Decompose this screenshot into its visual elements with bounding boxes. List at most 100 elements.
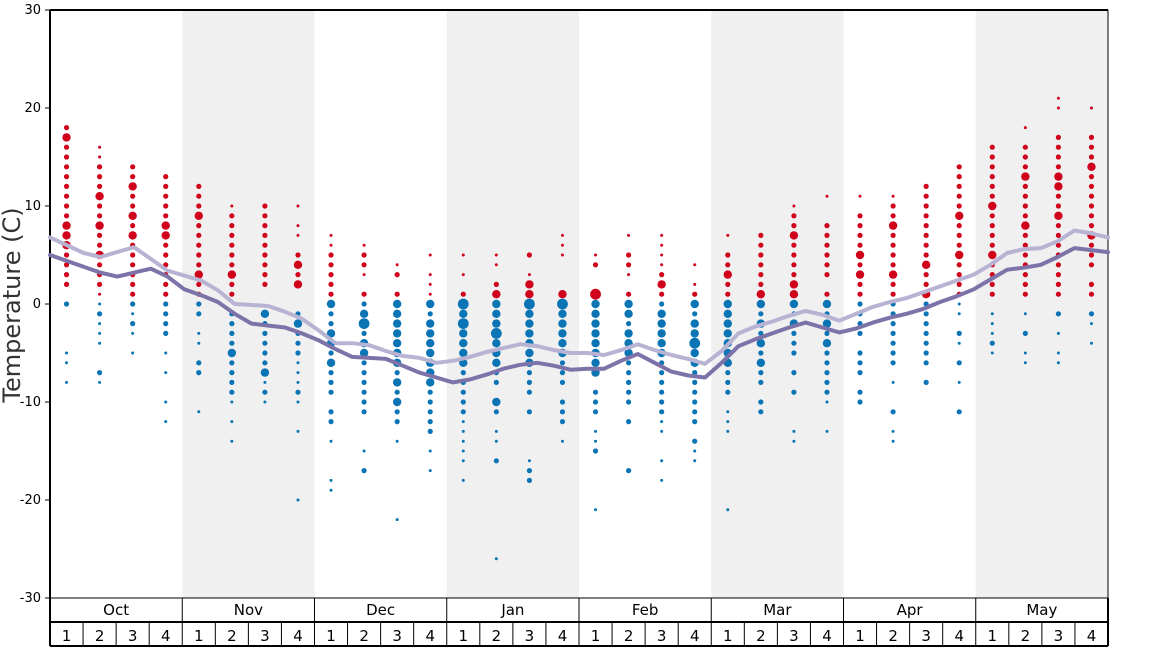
temperature-dot [361, 360, 367, 366]
temperature-dot [693, 282, 697, 286]
temperature-dot [164, 351, 168, 355]
temperature-dot [693, 263, 697, 267]
temperature-dot [988, 201, 997, 211]
temperature-dot [394, 272, 400, 278]
temperature-dot [625, 399, 632, 405]
temperature-dot [525, 280, 534, 289]
temperature-dot [526, 370, 533, 376]
temperature-dot [163, 301, 169, 307]
temperature-dot [295, 350, 301, 356]
week-label: 2 [1021, 627, 1031, 645]
temperature-dot [1055, 311, 1062, 317]
temperature-dot [957, 312, 961, 316]
temperature-dot [857, 242, 863, 248]
temperature-dot [1088, 213, 1095, 219]
temperature-dot [923, 340, 929, 346]
temperature-dot [692, 419, 698, 425]
temperature-dot [988, 250, 997, 260]
temperature-dot [392, 329, 402, 338]
temperature-dot [723, 309, 732, 318]
temperature-dot [492, 397, 501, 407]
temperature-dot [857, 350, 863, 356]
temperature-dot [824, 262, 830, 268]
temperature-dot [461, 439, 465, 443]
temperature-dot [130, 301, 136, 307]
temperature-dot [923, 183, 929, 189]
temperature-dot [693, 459, 697, 463]
temperature-dot [459, 309, 468, 318]
temperature-dot [890, 242, 896, 248]
temperature-dot [923, 281, 929, 287]
temperature-dot [262, 272, 268, 278]
temperature-dot [558, 329, 567, 338]
week-label: 1 [855, 627, 865, 645]
temperature-dot [855, 270, 865, 279]
temperature-dot [1056, 106, 1060, 110]
temperature-dot [825, 400, 829, 404]
temperature-dot [692, 389, 698, 395]
temperature-dot [890, 340, 896, 346]
temperature-dot [361, 370, 367, 376]
month-label: Jan [500, 601, 524, 619]
temperature-dot [594, 439, 598, 443]
temperature-dot [659, 301, 665, 307]
temperature-dot [98, 145, 102, 149]
temperature-dot [758, 232, 764, 238]
temperature-dot [130, 281, 136, 287]
temperature-dot [692, 291, 698, 297]
week-label: 2 [756, 627, 766, 645]
temperature-dot [789, 231, 799, 240]
temperature-dot [923, 232, 929, 238]
temperature-dot [229, 252, 235, 258]
temperature-dot [690, 329, 699, 338]
temperature-dot [459, 329, 468, 338]
temperature-dot [789, 299, 799, 309]
temperature-dot [890, 291, 896, 297]
temperature-dot [792, 429, 796, 433]
temperature-dot [98, 380, 102, 384]
temperature-dot [956, 281, 962, 287]
temperature-dot [1054, 172, 1063, 181]
temperature-dot [361, 301, 367, 307]
temperature-dot [260, 368, 270, 377]
temperature-dot [161, 231, 170, 240]
temperature-dot [230, 420, 234, 424]
temperature-dot [824, 370, 830, 376]
temperature-dot [296, 361, 300, 365]
temperature-dot [890, 360, 896, 366]
temperature-dot [163, 321, 169, 327]
temperature-dot [229, 213, 235, 219]
temperature-dot [824, 232, 830, 238]
temperature-dot [989, 223, 995, 229]
temperature-dot [1054, 211, 1063, 220]
temperature-dot [329, 478, 333, 482]
temperature-dot [758, 409, 764, 415]
temperature-dot [559, 370, 566, 376]
temperature-dot [492, 319, 501, 328]
temperature-dot [461, 420, 465, 424]
temperature-dot [1022, 164, 1028, 170]
temperature-dot [625, 262, 632, 268]
temperature-dot [857, 223, 863, 229]
temperature-dot [657, 319, 666, 328]
temperature-dot [163, 193, 169, 199]
temperature-dot [362, 273, 366, 277]
temperature-dot [890, 213, 896, 219]
month-label: Oct [103, 601, 129, 619]
temperature-dot [196, 242, 202, 248]
upper-average-line [48, 228, 1110, 366]
temperature-dot [690, 299, 699, 309]
temperature-dot [660, 420, 664, 424]
temperature-dot [726, 410, 730, 414]
temperature-dot [493, 409, 499, 415]
temperature-dot [890, 350, 896, 356]
temperature-dot [131, 351, 135, 355]
temperature-dot [229, 242, 235, 248]
temperature-dot [196, 262, 202, 268]
temperature-dot [857, 360, 863, 366]
temperature-dot [493, 379, 499, 385]
temperature-dot [1055, 203, 1062, 209]
temperature-dot [592, 448, 599, 454]
temperature-dot [130, 193, 136, 199]
temperature-dot [591, 329, 600, 338]
